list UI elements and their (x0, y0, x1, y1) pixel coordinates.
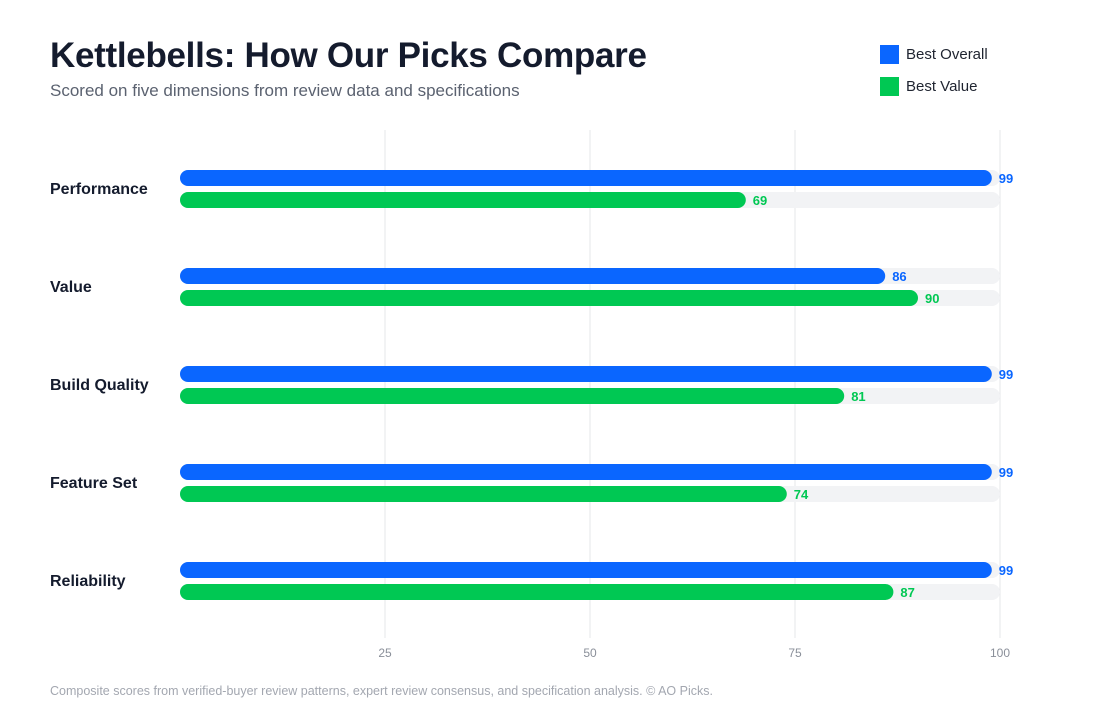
data-label-reliability-best-value: 87 (900, 585, 914, 600)
x-tick-label-100: 100 (990, 646, 1010, 660)
bar-build-quality-best-value (180, 388, 845, 404)
bar-build-quality-best-overall (180, 366, 992, 382)
x-tick-label-50: 50 (583, 646, 597, 660)
category-label-performance: Performance (50, 181, 148, 198)
bar-performance-best-value (180, 192, 746, 208)
bar-value-best-overall (180, 268, 886, 284)
category-label-reliability: Reliability (50, 573, 126, 590)
legend-swatch-best-overall (880, 45, 899, 64)
x-tick-label-75: 75 (788, 646, 802, 660)
x-tick-label-25: 25 (378, 646, 392, 660)
data-label-performance-best-value: 69 (753, 193, 767, 208)
legend-item-best-overall: Best Overall (880, 45, 988, 64)
data-label-feature-set-best-overall: 99 (999, 465, 1013, 480)
data-label-feature-set-best-value: 74 (794, 487, 809, 502)
category-label-feature-set: Feature Set (50, 475, 138, 492)
bar-reliability-best-overall (180, 562, 992, 578)
category-label-build-quality: Build Quality (50, 377, 149, 394)
bar-reliability-best-value (180, 584, 894, 600)
bar-performance-best-overall (180, 170, 992, 186)
legend-item-best-value: Best Value (880, 77, 988, 96)
bar-feature-set-best-value (180, 486, 787, 502)
bar-feature-set-best-overall (180, 464, 992, 480)
data-label-value-best-overall: 86 (892, 269, 906, 284)
footnote: Composite scores from verified-buyer rev… (50, 684, 713, 698)
data-label-build-quality-best-value: 81 (851, 389, 865, 404)
chart-title: Kettlebells: How Our Picks Compare (50, 36, 647, 75)
chart-subtitle: Scored on five dimensions from review da… (50, 81, 520, 100)
category-label-value: Value (50, 279, 92, 296)
legend-label-best-value: Best Value (906, 78, 978, 95)
legend-swatch-best-value (880, 77, 899, 96)
data-label-reliability-best-overall: 99 (999, 563, 1013, 578)
data-label-build-quality-best-overall: 99 (999, 367, 1013, 382)
data-label-value-best-value: 90 (925, 291, 939, 306)
legend-label-best-overall: Best Overall (906, 46, 988, 63)
chart-legend: Best Overall Best Value (880, 45, 988, 109)
data-label-performance-best-overall: 99 (999, 171, 1013, 186)
bar-value-best-value (180, 290, 918, 306)
